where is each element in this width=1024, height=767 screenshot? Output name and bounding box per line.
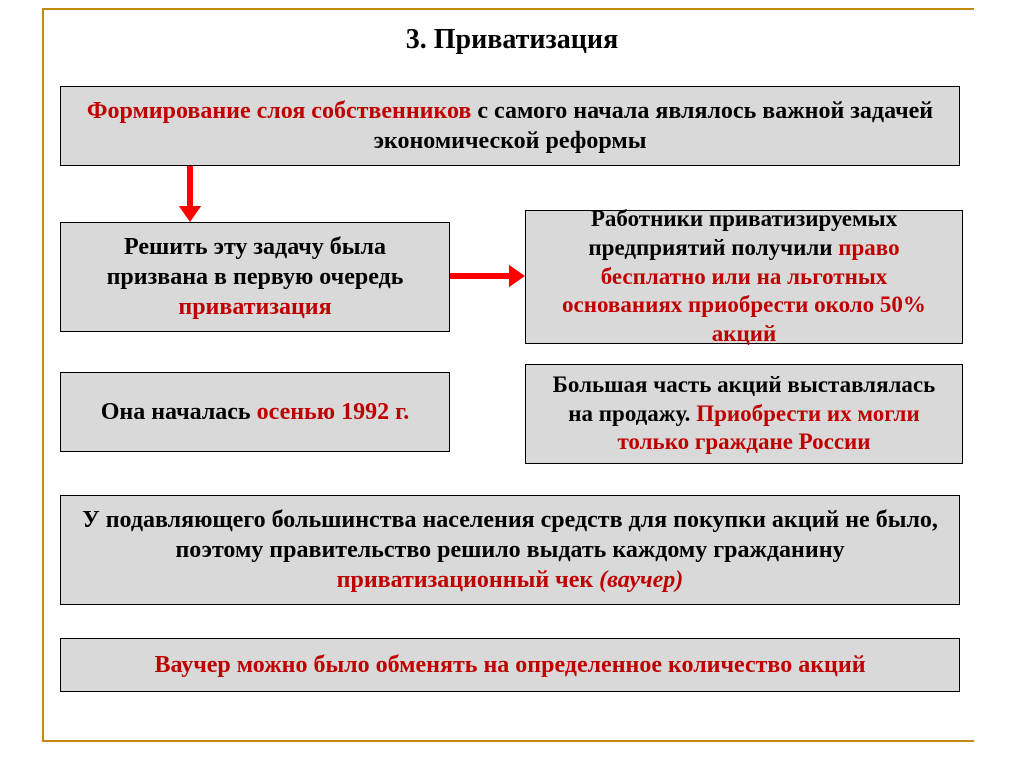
arrow-right (434, 260, 541, 324)
box-workers-rights: Работники приватизируемых предприятий по… (525, 210, 963, 344)
box-voucher-issued: У подавляющего большинства населения сре… (60, 495, 960, 605)
slide-title: 3. Приватизация (0, 24, 1024, 56)
box-shares-sale: Большая часть акций выставлялась на прод… (525, 364, 963, 464)
box-start-date: Она началась осенью 1992 г. (60, 372, 450, 452)
frame-left (42, 8, 44, 740)
frame-bottom (42, 740, 974, 742)
frame-top (42, 8, 974, 10)
arrow-down (174, 150, 238, 238)
box-voucher-exchange: Ваучер можно было обменять на определенн… (60, 638, 960, 692)
box-task: Решить эту задачу была призвана в первую… (60, 222, 450, 332)
